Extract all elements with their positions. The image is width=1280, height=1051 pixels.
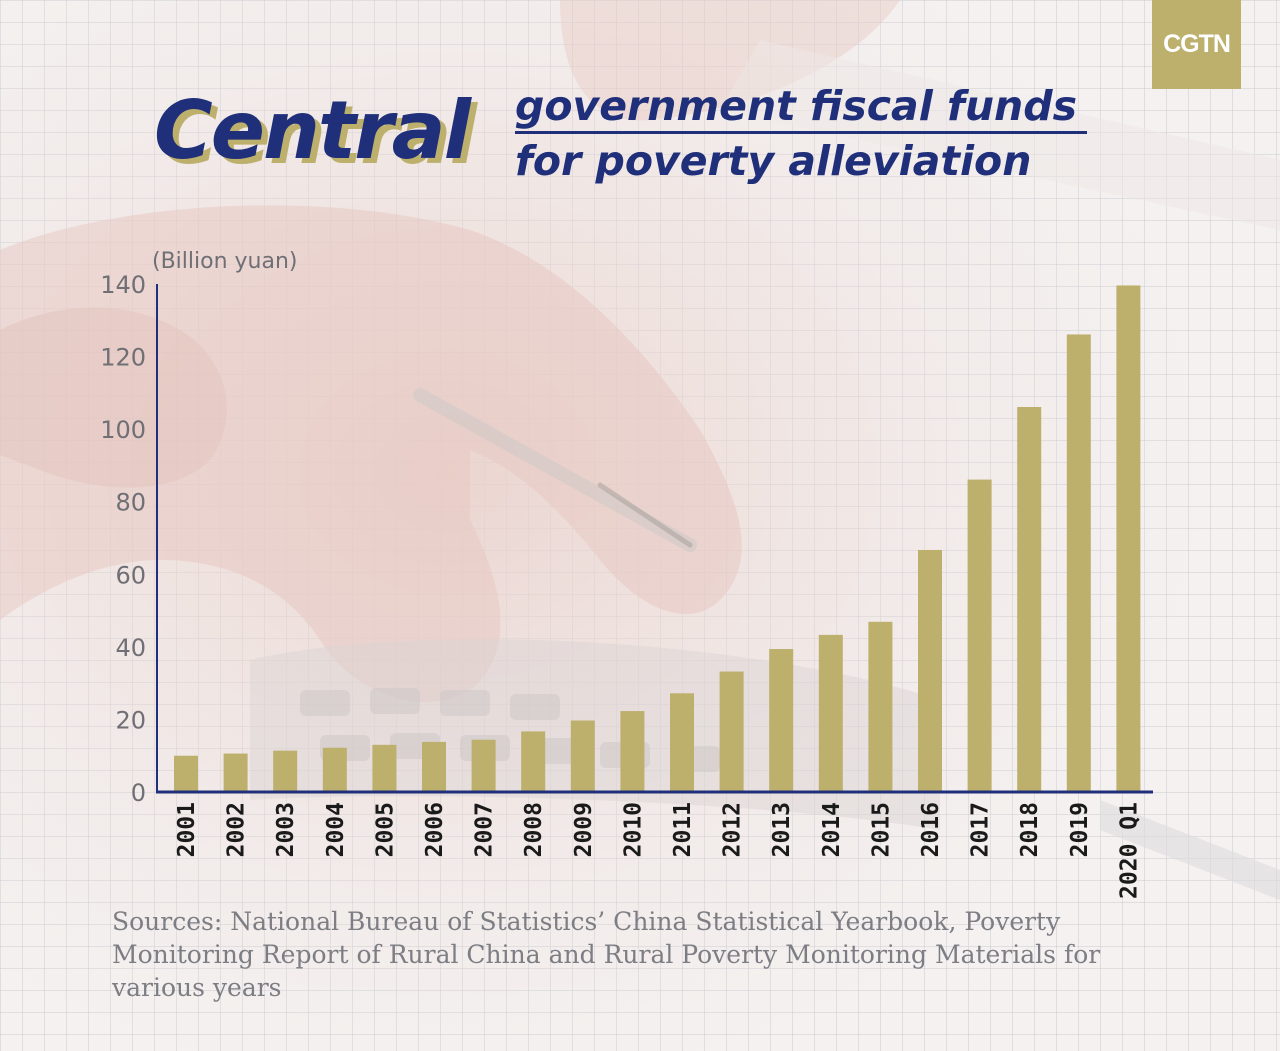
y-tick-label: 100 [100, 416, 146, 444]
x-tick-label: 2016 [918, 802, 944, 857]
cgtn-logo: CGTN [1152, 0, 1241, 89]
y-axis-ticks: 0 20 40 60 80 100 120 140 [100, 271, 146, 807]
x-tick-label: 2009 [571, 802, 597, 857]
x-tick-label: 2017 [968, 802, 994, 857]
x-tick-label: 2004 [323, 802, 349, 857]
y-tick-label: 20 [115, 706, 146, 734]
x-tick-label: 2012 [720, 802, 746, 857]
x-tick-label: 2005 [372, 802, 398, 857]
bar [670, 693, 694, 792]
bar [719, 671, 744, 792]
y-tick-label: 60 [115, 561, 146, 589]
x-tick-label: 2001 [174, 802, 200, 857]
bar [967, 479, 992, 792]
x-tick-label: 2002 [224, 802, 250, 857]
x-tick-label: 2014 [819, 802, 845, 857]
bar [422, 741, 446, 792]
x-tick-label: 2003 [273, 802, 299, 857]
y-tick-label: 80 [115, 489, 146, 517]
bar [521, 731, 546, 792]
bar [620, 711, 645, 792]
bar [818, 634, 843, 792]
title-divider [515, 131, 1087, 134]
bar [1116, 285, 1141, 792]
y-tick-label: 40 [115, 634, 146, 662]
x-tick-label: 2015 [868, 802, 894, 857]
title-line2: for poverty alleviation [515, 137, 1032, 185]
x-tick-label: 2013 [769, 802, 795, 857]
title-line1: government fiscal funds [515, 82, 1077, 130]
x-axis-ticks: 2001 2002 2003 2004 2005 2006 2007 2008 2009 2010… [174, 802, 1142, 899]
y-tick-label: 140 [100, 271, 146, 299]
bar [322, 747, 347, 792]
sources-note: Sources: National Bureau of Statistics’ … [112, 907, 1101, 1002]
y-tick-label: 0 [131, 779, 146, 807]
bar [1017, 407, 1042, 792]
bar [570, 720, 595, 792]
bar-series [174, 285, 1141, 792]
y-axis-label: (Billion yuan) [152, 249, 298, 274]
bar [372, 744, 397, 792]
bar [769, 649, 794, 792]
bar [1066, 334, 1091, 792]
bar [868, 621, 893, 792]
x-tick-label: 2020 Q1 [1116, 802, 1142, 899]
bar [918, 549, 942, 792]
x-tick-label: 2010 [620, 802, 646, 857]
x-tick-label: 2006 [422, 802, 448, 857]
x-tick-label: 2011 [670, 802, 696, 857]
x-tick-label: 2019 [1067, 802, 1093, 857]
bar [471, 739, 496, 792]
bar [273, 750, 298, 792]
bar [174, 755, 198, 792]
x-tick-label: 2007 [472, 802, 498, 857]
y-tick-label: 120 [100, 344, 146, 372]
bar [223, 753, 248, 792]
cgtn-logo-text: CGTN [1163, 30, 1231, 58]
x-tick-label: 2008 [521, 802, 547, 857]
x-tick-label: 2018 [1017, 802, 1043, 857]
title-main: Central [154, 84, 471, 177]
